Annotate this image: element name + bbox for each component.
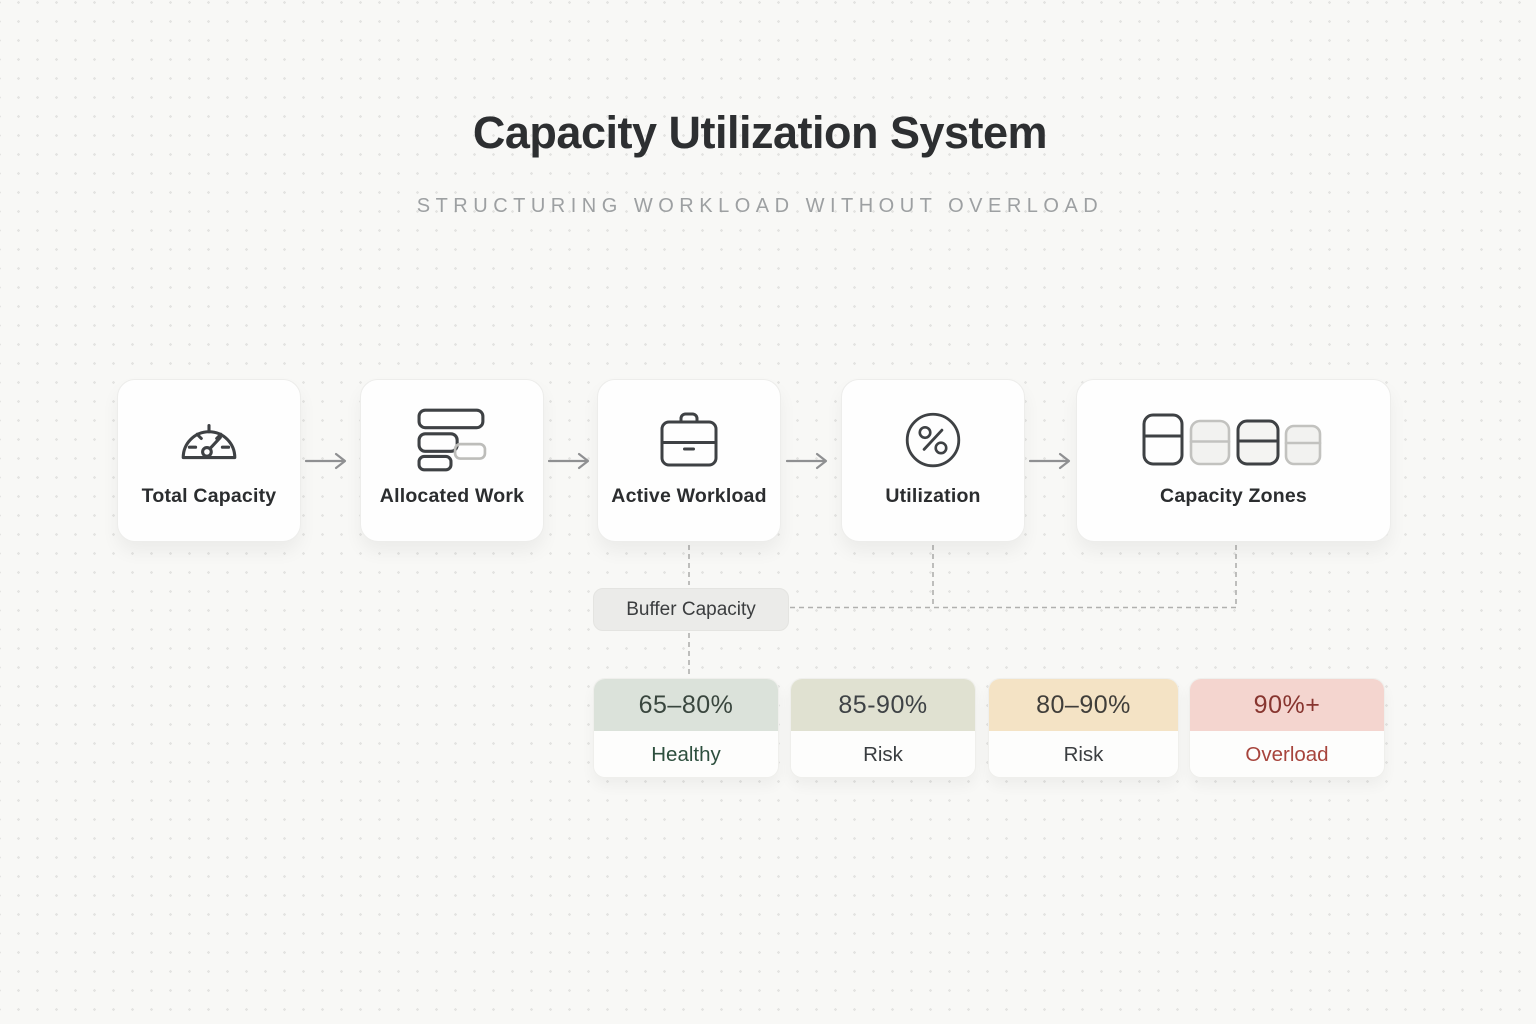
flow-arrow-icon: [1029, 452, 1071, 470]
flow-card-label: Allocated Work: [379, 485, 525, 507]
flow-card-capacity-zones: Capacity Zones: [1076, 379, 1391, 542]
zone-range: 65–80%: [638, 690, 734, 719]
flow-card-active-workload: Active Workload: [597, 379, 781, 542]
gauge-icon: [176, 406, 242, 474]
zone-label: Risk: [863, 742, 903, 766]
flow-card-label: Total Capacity: [141, 485, 277, 507]
zone-range: 80–90%: [1036, 690, 1131, 719]
briefcase-icon: [657, 406, 721, 474]
zone-card-overload: 90%+ Overload: [1189, 678, 1385, 778]
page-title: Capacity Utilization System: [472, 107, 1048, 158]
flow-arrow-icon: [305, 452, 347, 470]
zone-card-risk-1: 85-90% Risk: [790, 678, 976, 778]
flow-card-label: Utilization: [885, 485, 981, 507]
buffer-capacity-pill: Buffer Capacity: [593, 588, 789, 631]
flow-arrow-icon: [548, 452, 590, 470]
flow-card-allocated-work: Allocated Work: [360, 379, 544, 542]
zone-card-healthy: 65–80% Healthy: [593, 678, 779, 778]
zone-label: Healthy: [651, 742, 721, 766]
percent-circle-icon: [903, 406, 963, 474]
page-subtitle: STRUCTURING WORKLOAD WITHOUT OVERLOAD: [416, 195, 1104, 217]
zone-card-risk-2: 80–90% Risk: [988, 678, 1179, 778]
work-bars-icon: [417, 406, 487, 474]
flow-card-label: Active Workload: [611, 485, 767, 507]
flow-card-label: Capacity Zones: [1160, 485, 1307, 507]
flow-card-total-capacity: Total Capacity: [117, 379, 301, 542]
buffer-capacity-label: Buffer Capacity: [626, 598, 756, 620]
zone-grid-icon: [1141, 406, 1327, 474]
zone-range: 85-90%: [838, 690, 928, 719]
header: Capacity Utilization System STRUCTURING …: [0, 104, 1520, 218]
zone-range: 90%+: [1253, 690, 1321, 719]
flow-arrow-icon: [786, 452, 828, 470]
zone-label: Risk: [1063, 742, 1104, 766]
flow-card-utilization: Utilization: [841, 379, 1025, 542]
zone-label: Overload: [1245, 742, 1329, 766]
